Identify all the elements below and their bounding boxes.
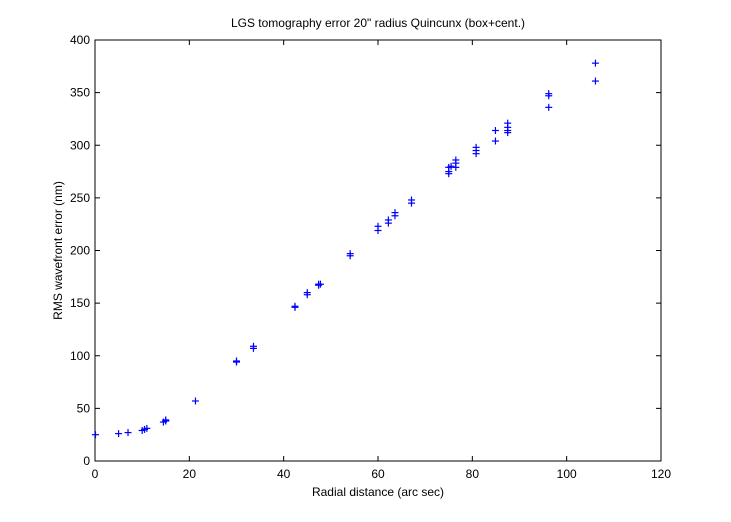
data-point [391, 209, 399, 217]
data-point [491, 137, 499, 145]
x-tick-label: 100 [557, 467, 577, 481]
chart-title: LGS tomography error 20" radius Quincunx… [231, 16, 525, 30]
data-point [447, 162, 455, 170]
data-point [316, 280, 324, 288]
data-point [191, 397, 199, 405]
y-tick-label: 200 [70, 244, 90, 258]
y-tick-label: 400 [70, 33, 90, 47]
data-point [407, 196, 415, 204]
data-point [472, 143, 480, 151]
data-point [545, 90, 553, 98]
axes: 0 20 40 60 80 100 120 0 50 100 150 200 250 300 350 400 [70, 33, 671, 481]
x-tick-label: 40 [277, 467, 291, 481]
data-point [233, 357, 240, 365]
data-points [91, 59, 599, 439]
data-point [124, 429, 132, 437]
data-point [452, 156, 460, 164]
y-tick-label: 150 [70, 296, 90, 310]
x-tick-label: 120 [651, 467, 671, 481]
data-point [115, 430, 123, 438]
data-point [162, 416, 170, 424]
data-point [374, 222, 382, 230]
y-axis-label: RMS wavefront error (nm) [51, 181, 65, 320]
y-tick-label: 100 [70, 349, 90, 363]
x-tick-label: 80 [466, 467, 480, 481]
data-point [291, 302, 299, 310]
y-tick-label: 350 [70, 86, 90, 100]
y-tick-label: 50 [77, 401, 91, 415]
y-tick-label: 0 [83, 454, 90, 468]
data-point [143, 424, 151, 432]
plot-frame [94, 39, 662, 462]
data-point [504, 119, 512, 127]
data-point [491, 127, 499, 135]
data-point [91, 431, 99, 439]
x-tick-label: 60 [371, 467, 385, 481]
data-point [545, 103, 553, 111]
x-tick-label: 0 [92, 467, 99, 481]
x-axis-label: Radial distance (arc sec) [312, 485, 444, 499]
data-point [249, 342, 257, 350]
x-tick-label: 20 [183, 467, 197, 481]
data-point [591, 77, 599, 85]
y-tick-label: 250 [70, 191, 90, 205]
data-point [303, 289, 311, 297]
data-point [384, 216, 392, 224]
y-tick-label: 300 [70, 138, 90, 152]
data-point [346, 250, 354, 258]
data-point [591, 59, 599, 67]
